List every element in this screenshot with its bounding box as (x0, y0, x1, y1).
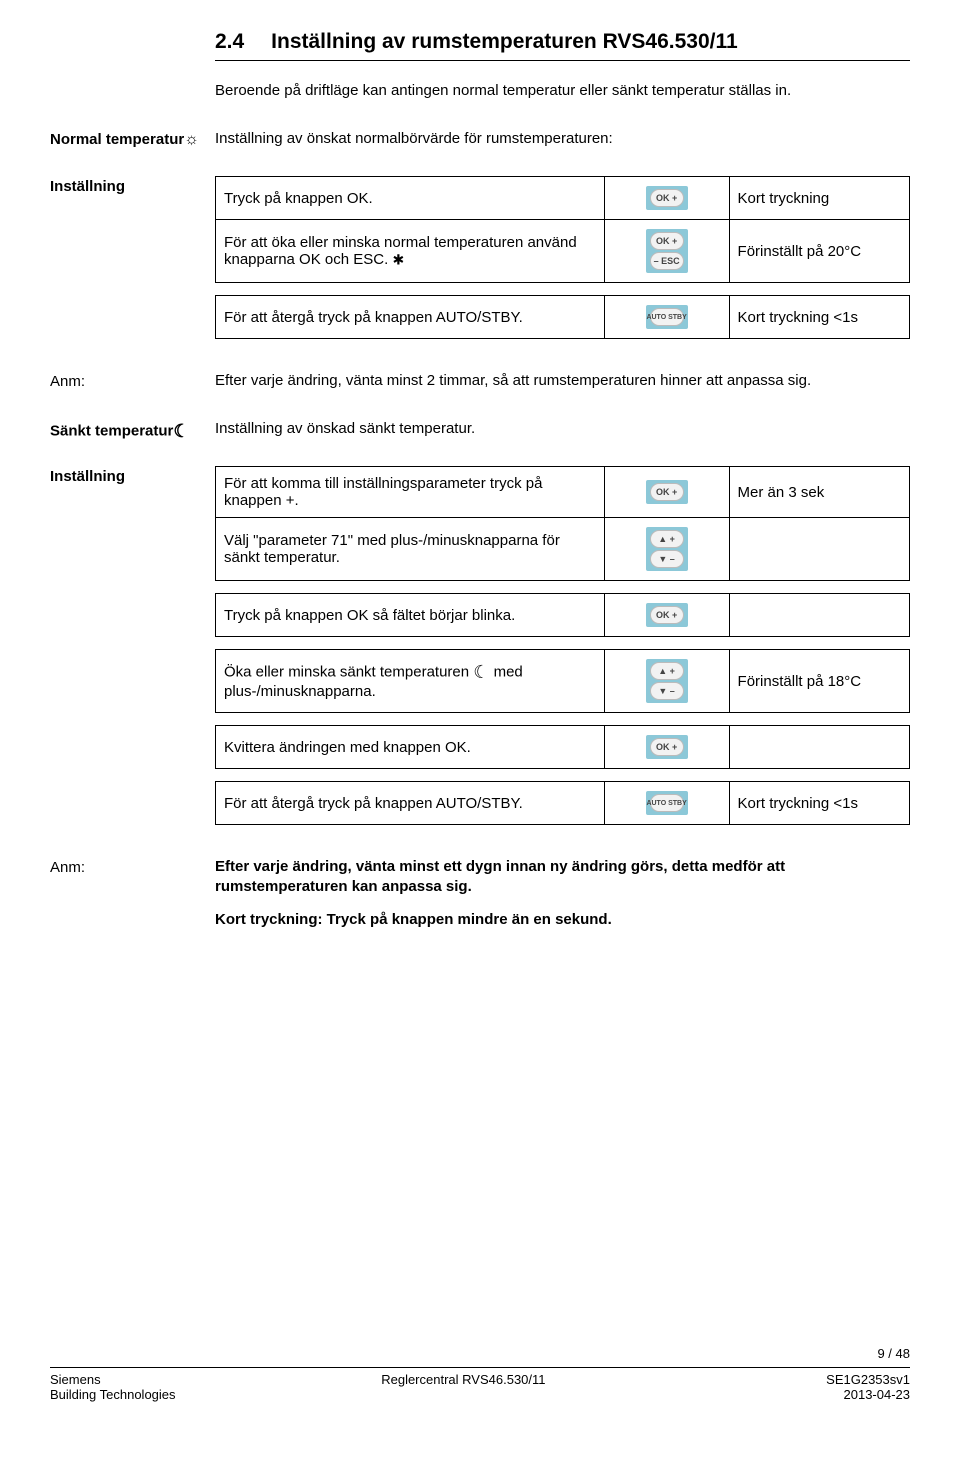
table-row: Tryck på knappen OK så fältet börjar bli… (216, 594, 910, 637)
instruction-text: För att återgå tryck på knappen AUTO/STB… (216, 782, 605, 825)
setting-label-2: Inställning (50, 466, 215, 485)
note-cell (729, 594, 909, 637)
page-number: 9 / 48 (50, 1346, 910, 1361)
moon-icon: ☾ (473, 662, 489, 682)
sun-icon: ☼ (184, 131, 199, 148)
normal-temp-label: Normal temperatur☼ (50, 129, 215, 149)
moon-icon: ☾ (173, 421, 189, 441)
footer-center-1: Reglercentral RVS46.530/11 (381, 1372, 545, 1387)
table-row: Kvittera ändringen med knappen OK. OK + (216, 726, 910, 769)
note-label-2: Anm: (50, 857, 215, 876)
normal-temp-label-text: Normal temperatur (50, 131, 184, 148)
normal-table-2: För att återgå tryck på knappen AUTO/STB… (215, 295, 910, 339)
heading-title: Inställning av rumstemperaturen RVS46.53… (271, 30, 821, 54)
ok-button-icon: OK + (646, 603, 688, 627)
reduced-temp-label: Sänkt temperatur☾ (50, 419, 215, 442)
button-cell: ▲ + ▼ – (604, 650, 729, 713)
instruction-text: Öka eller minska sänkt temperaturen ☾ me… (216, 650, 605, 713)
ok-button-icon: OK + (646, 186, 688, 210)
footer-left-2: Building Technologies (50, 1387, 176, 1402)
note-label-1: Anm: (50, 371, 215, 390)
table-row: För att återgå tryck på knappen AUTO/STB… (216, 296, 910, 339)
intro-paragraph: Beroende på driftläge kan antingen norma… (215, 81, 910, 101)
plus-minus-button-icon: ▲ + ▼ – (646, 659, 688, 703)
reduced-lead: Inställning av önskad sänkt temperatur. (215, 419, 910, 439)
reduced-table-5: För att återgå tryck på knappen AUTO/STB… (215, 781, 910, 825)
instruction-text: För att öka eller minska normal temperat… (216, 220, 605, 283)
reduced-temp-label-text: Sänkt temperatur (50, 422, 173, 439)
plus-minus-button-icon: ▲ + ▼ – (646, 527, 688, 571)
button-cell: OK + (604, 177, 729, 220)
note-text-1: Efter varje ändring, vänta minst 2 timma… (215, 371, 910, 391)
ok-esc-button-icon: OK + – ESC (646, 229, 688, 273)
auto-stby-button-icon: AUTO STBY (646, 791, 688, 815)
button-cell: ▲ + ▼ – (604, 518, 729, 581)
footer-rule (50, 1367, 910, 1368)
page-footer: 9 / 48 Siemens Reglercentral RVS46.530/1… (50, 1346, 910, 1403)
note-cell: Mer än 3 sek (729, 467, 909, 518)
ok-button-icon: OK + (646, 480, 688, 504)
button-cell: OK + (604, 594, 729, 637)
footer-right-1: SE1G2353sv1 (826, 1372, 910, 1387)
table-row: Välj "parameter 71" med plus-/minusknapp… (216, 518, 910, 581)
reduced-table-1: För att komma till inställningsparameter… (215, 466, 910, 581)
note-cell: Förinställt på 18°C (729, 650, 909, 713)
note-cell (729, 518, 909, 581)
button-cell: OK + (604, 467, 729, 518)
instruction-text: Tryck på knappen OK. (216, 177, 605, 220)
instruction-text: För att komma till inställningsparameter… (216, 467, 605, 518)
button-cell: AUTO STBY (604, 296, 729, 339)
table-row: För att komma till inställningsparameter… (216, 467, 910, 518)
heading-rule (215, 60, 910, 61)
setting-label-1: Inställning (50, 176, 215, 195)
instruction-text: Kvittera ändringen med knappen OK. (216, 726, 605, 769)
reduced-table-2: Tryck på knappen OK så fältet börjar bli… (215, 593, 910, 637)
instruction-text: För att återgå tryck på knappen AUTO/STB… (216, 296, 605, 339)
reduced-table-3: Öka eller minska sänkt temperaturen ☾ me… (215, 649, 910, 713)
note-text-2a: Efter varje ändring, vänta minst ett dyg… (215, 857, 910, 896)
instruction-text: Tryck på knappen OK så fältet börjar bli… (216, 594, 605, 637)
heading-number: 2.4 (215, 30, 267, 54)
auto-stby-button-icon: AUTO STBY (646, 305, 688, 329)
note-cell: Kort tryckning <1s (729, 782, 909, 825)
page: 2.4 Inställning av rumstemperaturen RVS4… (0, 0, 960, 1420)
left-spacer (50, 81, 215, 83)
button-cell: AUTO STBY (604, 782, 729, 825)
row-text-pre: Öka eller minska sänkt temperaturen (224, 663, 473, 680)
gear-icon: ✱ (392, 251, 404, 267)
note-text-2b: Kort tryckning: Tryck på knappen mindre … (215, 910, 910, 930)
normal-lead: Inställning av önskat normalbörvärde för… (215, 129, 910, 149)
button-cell: OK + – ESC (604, 220, 729, 283)
button-cell: OK + (604, 726, 729, 769)
note-cell (729, 726, 909, 769)
footer-left-1: Siemens (50, 1372, 101, 1387)
table-row: Tryck på knappen OK. OK + Kort tryckning (216, 177, 910, 220)
section-heading: 2.4 Inställning av rumstemperaturen RVS4… (215, 30, 910, 54)
normal-table-1: Tryck på knappen OK. OK + Kort tryckning… (215, 176, 910, 283)
note-cell: Kort tryckning <1s (729, 296, 909, 339)
ok-button-icon: OK + (646, 735, 688, 759)
note-cell: Förinställt på 20°C (729, 220, 909, 283)
instruction-text: Välj "parameter 71" med plus-/minusknapp… (216, 518, 605, 581)
table-row: För att återgå tryck på knappen AUTO/STB… (216, 782, 910, 825)
table-row: Öka eller minska sänkt temperaturen ☾ me… (216, 650, 910, 713)
table-row: För att öka eller minska normal temperat… (216, 220, 910, 283)
footer-right-2: 2013-04-23 (844, 1387, 911, 1402)
reduced-table-4: Kvittera ändringen med knappen OK. OK + (215, 725, 910, 769)
note-cell: Kort tryckning (729, 177, 909, 220)
